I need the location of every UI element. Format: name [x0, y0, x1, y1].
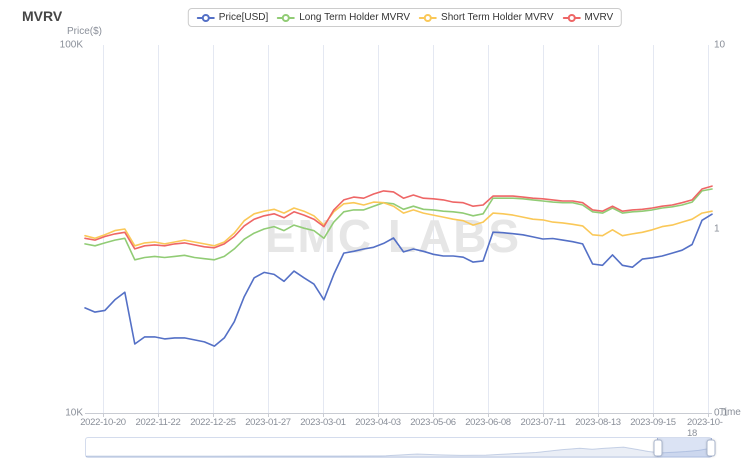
legend-item-mvrv[interactable]: MVRV	[562, 12, 613, 23]
y-tick-label-left: 100K	[59, 39, 83, 51]
datazoom-handle-left[interactable]	[653, 439, 663, 456]
datazoom-window[interactable]	[653, 438, 716, 457]
legend-item-sth-mvrv[interactable]: Short Term Holder MVRV	[419, 12, 553, 23]
x-tick-label: 2023-09-15	[630, 417, 676, 428]
legend-item-label: Long Term Holder MVRV	[299, 12, 411, 23]
x-tick-label: 2023-07-11	[520, 417, 566, 428]
series-line-short-term-holder-mvrv	[84, 201, 713, 247]
y-axis-label-left: Price($)	[67, 26, 103, 37]
x-tick-label: 2022-12-25	[190, 417, 236, 428]
line-series-marker-icon	[196, 13, 215, 22]
x-tick-label: 2023-06-08	[465, 417, 511, 428]
x-axis-label: Time	[719, 407, 741, 418]
series-line-price-usd-	[84, 213, 713, 347]
y-tick-label-right: 1	[714, 223, 720, 235]
datazoom-data-shadow	[86, 446, 711, 457]
x-tick-label: 2023-03-01	[300, 417, 346, 428]
y-tick-label-right: 10	[714, 39, 726, 51]
series-line-mvrv	[84, 185, 713, 250]
line-series-marker-icon	[562, 13, 581, 22]
legend-item-label: MVRV	[584, 12, 614, 23]
x-tick-label: 2022-11-22	[135, 417, 181, 428]
legend-item-lth-mvrv[interactable]: Long Term Holder MVRV	[277, 12, 410, 23]
x-tick-label: 2023-08-13	[575, 417, 621, 428]
legend-item-price[interactable]: Price[USD]	[196, 12, 269, 23]
line-series-marker-icon	[419, 13, 438, 22]
x-tick-label: 2023-05-06	[410, 417, 456, 428]
series-line-long-term-holder-mvrv	[84, 188, 713, 261]
x-tick-label: 2023-10-18	[687, 417, 723, 439]
x-tick-label: 2023-04-03	[355, 417, 401, 428]
legend-item-label: Price[USD]	[218, 12, 269, 23]
x-tick-label: 2022-10-20	[80, 417, 126, 428]
y-tick-label-left: 10K	[65, 407, 83, 419]
y-tick-label-right: 0.1	[714, 407, 728, 419]
page-title: MVRV	[22, 8, 63, 24]
legend-item-label: Short Term Holder MVRV	[441, 12, 554, 23]
watermark: EMC LABS	[265, 210, 521, 262]
datazoom-handle-right[interactable]	[706, 439, 716, 456]
line-series-marker-icon	[277, 13, 296, 22]
datazoom-slider[interactable]	[85, 437, 716, 458]
legend: Price[USD] Long Term Holder MVRV Short Ter…	[187, 8, 623, 27]
x-tick-label: 2023-01-27	[245, 417, 291, 428]
